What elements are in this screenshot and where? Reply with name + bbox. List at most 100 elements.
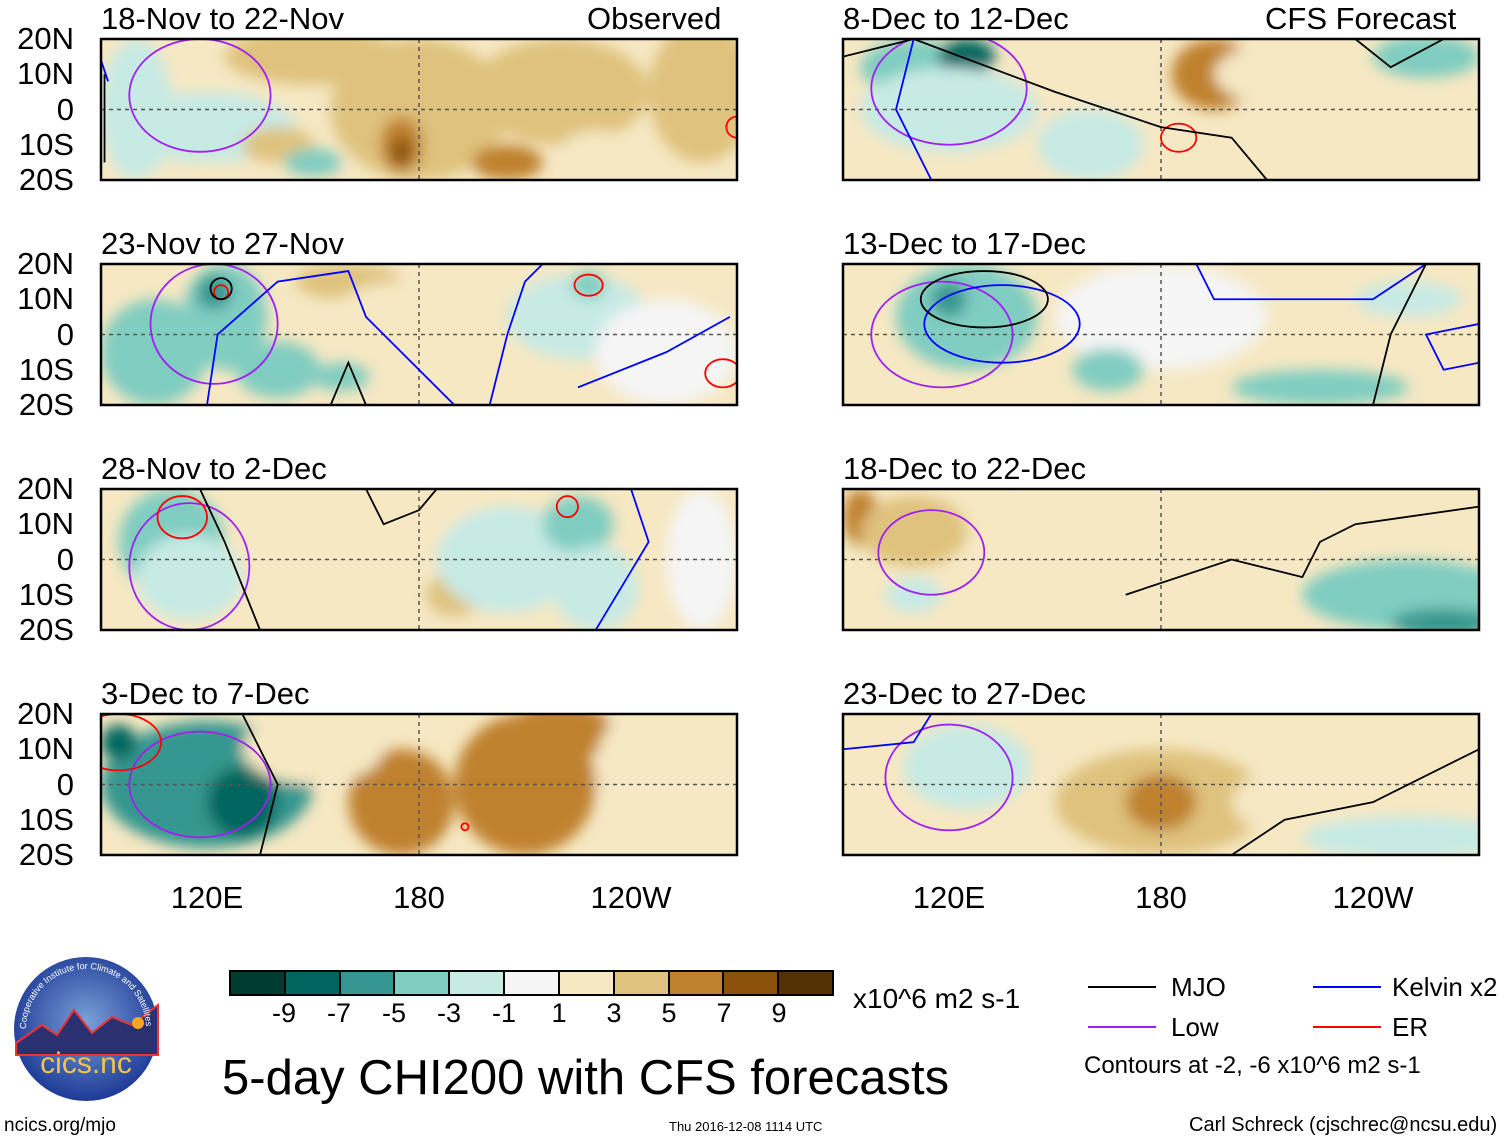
anomaly-region <box>348 749 455 855</box>
anomaly-region <box>101 299 207 405</box>
kelvin-contour <box>1195 264 1427 301</box>
anomaly-region <box>860 496 967 567</box>
kelvin-contour <box>577 316 731 389</box>
cics-logo: Cooperative Institute for Climate and Sa… <box>14 957 159 1101</box>
low-contour <box>877 509 986 596</box>
panel-title: 8-Dec to 12-Dec <box>843 1 1069 36</box>
panel-frame <box>841 712 1481 857</box>
kelvin-contour <box>843 714 933 751</box>
anomaly-region <box>1302 816 1479 855</box>
colorbar-tick-label: -9 <box>271 998 297 1028</box>
er-contour <box>704 358 737 389</box>
mjo-contour <box>843 39 1268 180</box>
anomaly-region <box>896 264 1038 370</box>
latitude-label: 20N <box>17 471 74 506</box>
colorbar-units: x10^6 m2 s-1 <box>853 983 1021 1014</box>
latitude-label: 20N <box>17 21 74 56</box>
latitude-label: 20N <box>17 696 74 731</box>
panel-title: 23-Dec to 27-Dec <box>843 676 1086 711</box>
anomaly-region <box>843 299 879 405</box>
anomaly-region <box>553 545 639 630</box>
anomaly-region <box>570 271 607 300</box>
mjo-contour <box>1372 264 1427 405</box>
kelvin-contour <box>923 284 1081 364</box>
anomaly-region <box>1231 714 1444 753</box>
colorbar-swatch <box>669 972 725 994</box>
anomaly-region <box>101 724 137 760</box>
latitude-label: 10S <box>18 576 74 612</box>
longitude-label: 120E <box>170 880 244 915</box>
panel-title: 3-Dec to 7-Dec <box>101 676 310 711</box>
colorbar-tick-label: 5 <box>661 998 677 1028</box>
map-panel <box>99 712 739 857</box>
panel-title: 18-Dec to 22-Dec <box>843 451 1086 486</box>
kelvin-contour <box>1424 323 1479 371</box>
low-contour <box>128 39 272 153</box>
anomaly-region <box>1373 39 1479 78</box>
er-contour <box>460 822 470 832</box>
kelvin-contour <box>488 264 544 405</box>
colorbar-swatch <box>450 972 506 994</box>
mjo-contour <box>1125 505 1479 596</box>
low-contour <box>870 39 1028 146</box>
colorbar-swatch <box>505 972 560 994</box>
colorbar-tick-label: 3 <box>606 998 622 1028</box>
panel-frame <box>99 487 739 632</box>
anomaly-region <box>1019 489 1303 535</box>
mjo-contour <box>365 489 438 526</box>
er-contour <box>725 115 737 139</box>
colorbar-tick-label: 1 <box>551 998 567 1028</box>
anomaly-region <box>136 534 243 620</box>
map-panel <box>841 712 1481 857</box>
map-panel <box>99 487 739 632</box>
mjo-legend-label: MJO <box>1171 972 1226 1002</box>
anomaly-region <box>284 148 342 177</box>
colorbar-swatch <box>614 972 670 994</box>
panel-frame <box>841 487 1481 632</box>
latitude-label: 0 <box>56 316 74 352</box>
map-panel <box>841 262 1481 407</box>
source-url[interactable]: ncics.org/mjo <box>4 1115 116 1136</box>
anomaly-region <box>1037 109 1144 180</box>
latitude-label: 0 <box>56 766 74 802</box>
colorbar-swatch <box>340 972 396 994</box>
er-contour <box>573 273 604 297</box>
panel-title: 28-Nov to 2-Dec <box>101 451 327 486</box>
latitude-label: 20S <box>18 837 74 872</box>
anomaly-region <box>1249 84 1426 170</box>
anomaly-region <box>390 137 412 166</box>
anomaly-region <box>1214 46 1320 103</box>
panel-frame <box>841 37 1481 182</box>
kelvin-legend-label: Kelvin x2 <box>1392 972 1498 1002</box>
low-contour <box>870 280 1014 389</box>
anomaly-region <box>949 555 1020 599</box>
panel-frame <box>99 37 739 182</box>
anomaly-region <box>507 714 614 760</box>
anomaly-region <box>648 39 737 163</box>
latitude-label: 10N <box>17 281 74 317</box>
timestamp: Thu 2016-12-08 1114 UTC <box>669 1119 823 1134</box>
low-contour <box>884 723 1014 832</box>
map-panel <box>99 37 739 182</box>
anomaly-region <box>235 341 321 398</box>
low-legend-label: Low <box>1171 1012 1219 1042</box>
colorbar-swatch <box>724 972 780 994</box>
low-contour <box>149 264 279 385</box>
mjo-contour <box>209 277 233 301</box>
author-credit: Carl Schreck (cjschrec@ncsu.edu) <box>1189 1114 1498 1136</box>
colorbar-tick-label: -7 <box>326 998 352 1028</box>
colorbar-tick-label: -5 <box>381 998 407 1028</box>
anomaly-region <box>330 39 508 180</box>
longitude-label: 180 <box>393 880 445 915</box>
latitude-label: 10N <box>17 56 74 92</box>
kelvin-legend-line <box>1313 986 1381 988</box>
er-contour <box>1160 122 1198 153</box>
er-contour <box>555 495 579 519</box>
er-legend-line <box>1313 1026 1381 1028</box>
mjo-contour <box>199 489 261 630</box>
anomaly-region <box>903 724 1031 810</box>
kelvin-contour <box>206 270 455 405</box>
latitude-label: 10S <box>18 801 74 837</box>
latitude-label: 20S <box>18 612 74 647</box>
